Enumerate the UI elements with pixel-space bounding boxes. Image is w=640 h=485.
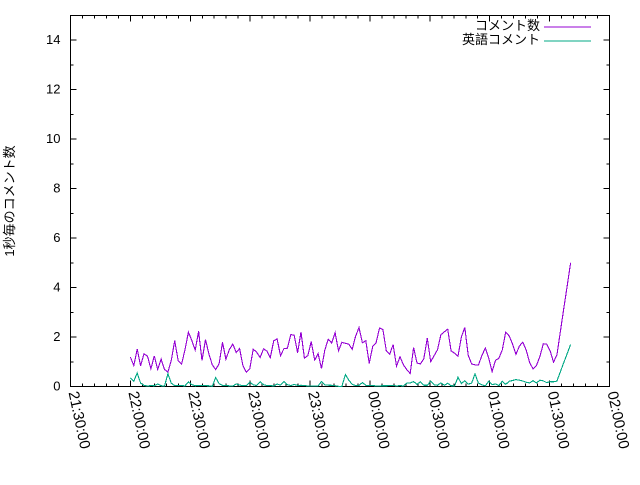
svg-text:14: 14 — [46, 32, 60, 47]
svg-text:6: 6 — [53, 230, 60, 245]
svg-text:2: 2 — [53, 329, 60, 344]
svg-text:1秒毎のコメント数: 1秒毎のコメント数 — [2, 145, 17, 256]
svg-text:10: 10 — [46, 131, 60, 146]
svg-text:12: 12 — [46, 82, 60, 97]
svg-text:4: 4 — [53, 280, 60, 295]
svg-text:英語コメント: 英語コメント — [462, 32, 540, 47]
svg-text:8: 8 — [53, 181, 60, 196]
svg-text:0: 0 — [53, 379, 60, 394]
svg-text:コメント数: コメント数 — [475, 18, 540, 33]
